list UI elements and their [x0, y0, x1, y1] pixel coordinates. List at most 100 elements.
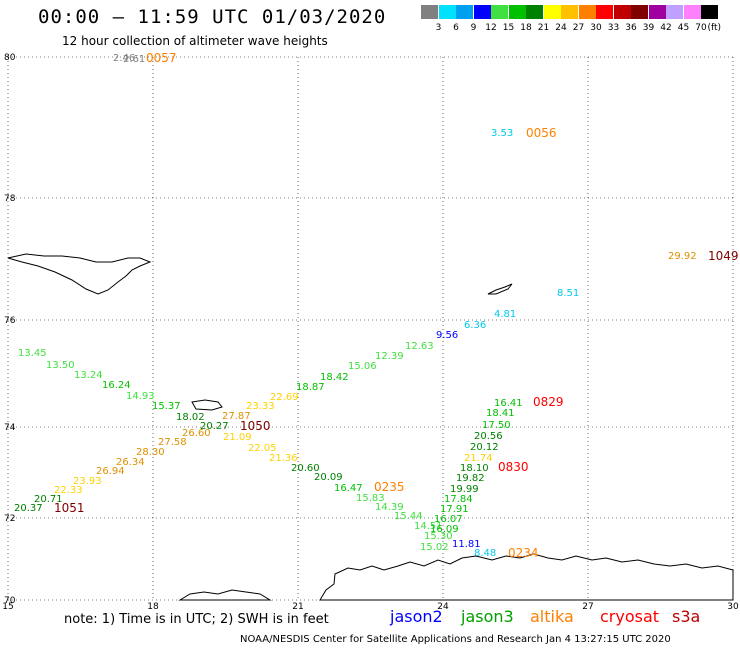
pass-time-label: 0234 — [508, 546, 539, 560]
satellite-name: s3a — [672, 607, 701, 626]
legend-label: 12 — [485, 23, 497, 33]
island-outline — [191, 399, 223, 411]
legend-label: 15 — [502, 23, 515, 33]
wave-height-value: 8.48 — [474, 548, 496, 559]
wave-height-value: 20.60 — [291, 463, 320, 474]
legend-label: 9 — [470, 23, 477, 33]
satellite-name: jason3 — [461, 607, 514, 626]
lat-label: 72 — [4, 514, 15, 524]
units-note: note: 1) Time is in UTC; 2) SWH is in fe… — [64, 612, 329, 627]
lon-label: 30 — [727, 602, 739, 612]
wave-height-value: 16.09 — [430, 524, 459, 535]
lon-label: 21 — [292, 602, 303, 612]
island-outline — [487, 283, 513, 295]
legend-swatch — [473, 5, 491, 19]
pass-time-label: 0830 — [498, 460, 529, 474]
island-outline — [178, 589, 272, 601]
wave-height-value: 19.99 — [450, 484, 479, 495]
pass-time-label: 0056 — [526, 126, 557, 140]
lon-label: 18 — [147, 602, 159, 612]
legend-label: 30 — [590, 23, 602, 33]
wave-height-value: 23.93 — [73, 476, 102, 487]
wave-height-value: 15.37 — [152, 401, 181, 412]
wave-height-value: 18.41 — [486, 408, 515, 419]
wave-height-value: 16.41 — [494, 398, 523, 409]
wave-height-value: 28.30 — [136, 447, 165, 458]
pass-time-label: 0829 — [533, 395, 564, 409]
wave-height-value: 12.39 — [375, 351, 404, 362]
wave-height-value: 3.53 — [491, 128, 513, 139]
wave-height-value: 20.12 — [470, 442, 499, 453]
wave-height-value: 14.51 — [414, 521, 443, 532]
legend-label: 24 — [555, 23, 567, 33]
wave-height-value: 15.30 — [424, 531, 453, 542]
wave-height-value: 15.44 — [394, 511, 423, 522]
wave-height-value: 11.81 — [452, 539, 481, 550]
satellite-name: jason2 — [390, 607, 443, 626]
lon-label: 15 — [2, 602, 13, 612]
wave-height-value: 17.84 — [444, 494, 473, 505]
legend-swatch — [596, 5, 613, 19]
legend-swatch — [508, 5, 526, 19]
wave-height-value: 20.56 — [474, 431, 503, 442]
wave-height-value: 8.51 — [557, 288, 579, 299]
pass-times-layer: 0057 0056 1049 0829 1050 0830 0235 1051 0234 — [54, 51, 739, 560]
lat-label: 76 — [4, 316, 16, 326]
wave-height-value: 15.83 — [356, 493, 385, 504]
lon-label: 27 — [582, 602, 593, 612]
pass-time-label: 0057 — [146, 51, 177, 65]
wave-height-value: 27.58 — [158, 437, 187, 448]
satellite-name: cryosat — [600, 607, 660, 626]
legend-label: 6 — [453, 23, 459, 33]
wave-height-value: 29.92 — [668, 251, 697, 262]
wave-height-value: 20.09 — [314, 472, 343, 483]
legend-label: 42 — [660, 23, 672, 33]
wave-height-value: 16.07 — [434, 514, 463, 525]
legend-swatch — [666, 5, 683, 19]
observations-layer: 2.462.61 3.53 29.92 8.51 4.81 6.36 9.5612.6312… — [14, 53, 697, 559]
legend-unit: (ft) — [707, 23, 722, 33]
wave-height-value: 20.71 — [34, 494, 63, 505]
wave-height-value: 23.33 — [246, 401, 275, 412]
legend-swatch — [526, 5, 543, 19]
map-subtitle: 12 hour collection of altimeter wave hei… — [62, 34, 328, 48]
lat-label: 74 — [4, 423, 16, 433]
wave-height-value: 2.46 — [113, 53, 135, 64]
legend-label: 18 — [520, 23, 532, 33]
wave-height-value: 21.36 — [269, 453, 298, 464]
footer-credit: NOAA/NESDIS Center for Satellite Applica… — [240, 634, 671, 645]
satellite-name: altika — [530, 607, 574, 626]
legend-label: 27 — [572, 23, 585, 33]
wave-height-value: 27.87 — [222, 411, 251, 422]
wave-height-value: 26.60 — [182, 428, 211, 439]
lon-label: 24 — [437, 602, 449, 612]
legend-swatch — [456, 5, 473, 19]
lat-label: 70 — [4, 596, 16, 606]
wave-height-value: 15.02 — [420, 542, 449, 553]
pass-time-label: 1050 — [240, 419, 271, 433]
wave-height-value: 9.56 — [436, 330, 458, 341]
island-outline — [7, 253, 152, 295]
wave-height-value: 16.47 — [334, 483, 363, 494]
wave-height-value: 22.69 — [270, 392, 299, 403]
wave-height-value: 14.93 — [126, 391, 155, 402]
island-outline — [319, 553, 734, 601]
wave-height-value: 18.02 — [176, 412, 205, 423]
legend-swatch — [631, 5, 648, 19]
pass-time-label: 1049 — [708, 249, 739, 263]
legend-swatch — [561, 5, 578, 19]
wave-height-value: 22.33 — [54, 485, 83, 496]
legend-label: 45 — [677, 23, 690, 33]
legend-swatch — [613, 5, 631, 19]
legend-swatch — [438, 5, 456, 19]
legend-swatch — [648, 5, 666, 19]
legend-label: 39 — [642, 23, 655, 33]
wave-height-value: 13.45 — [18, 348, 47, 359]
wave-height-value: 17.91 — [440, 504, 469, 515]
wave-height-value: 26.34 — [116, 457, 145, 468]
wave-height-value: 12.63 — [405, 341, 434, 352]
wave-height-value: 13.24 — [74, 370, 103, 381]
wave-height-value: 22.05 — [248, 443, 277, 454]
